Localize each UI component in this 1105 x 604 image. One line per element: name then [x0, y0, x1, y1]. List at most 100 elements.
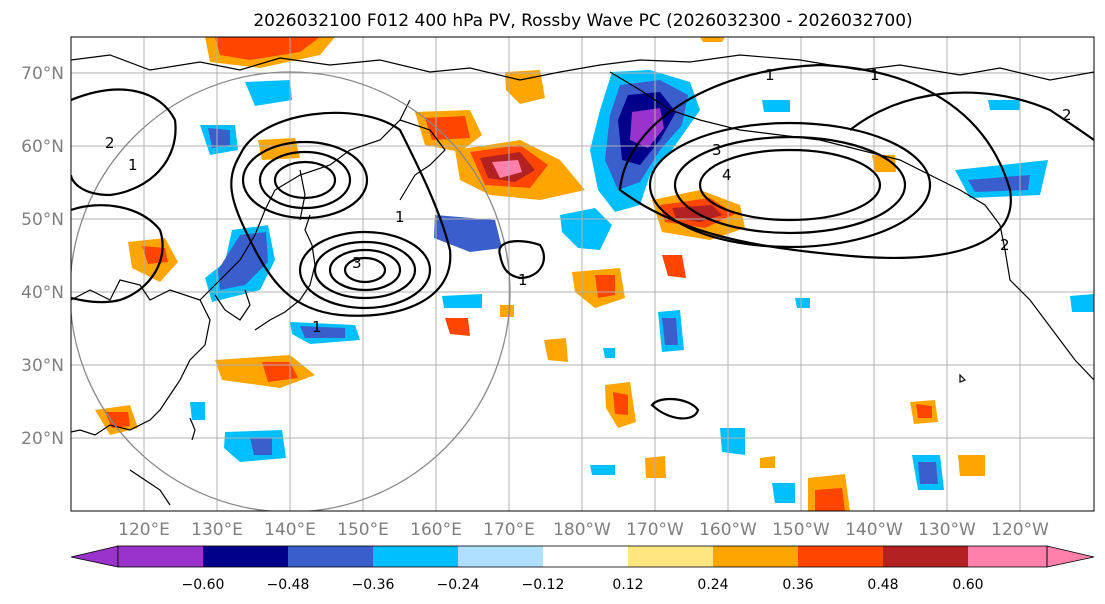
contour-pacific-small: [650, 397, 700, 420]
contour-label: 3: [712, 141, 722, 159]
negative-anomaly-east-h: [1070, 294, 1094, 312]
coastline-alaska: [609, 71, 1006, 251]
colorbar-tick-label: 0.24: [697, 577, 728, 593]
negative-anomaly-east-a-core: [662, 318, 678, 345]
coastline-korea-russia: [199, 99, 411, 301]
lon-label: 130°W: [918, 520, 976, 540]
negative-anomaly-east-c: [720, 428, 745, 455]
lon-label: 120°E: [118, 520, 170, 540]
colorbar-tick-label: −0.48: [267, 577, 310, 593]
contour-ring-6: [313, 240, 417, 300]
coastline-hawaii: [959, 373, 967, 383]
colorbar-tick-label: 0.60: [952, 577, 983, 593]
longitude-labels: 120°E 130°E 140°E 150°E 160°E 170°E 180°…: [118, 520, 1049, 540]
lon-label: 160°W: [699, 520, 757, 540]
colorbar-segment: [798, 546, 883, 567]
lon-label: 130°E: [191, 520, 243, 540]
lon-label: 160°E: [410, 520, 462, 540]
negative-anomaly-east-j: [988, 100, 1020, 110]
map-title: 2026032100 F012 400 hPa PV, Rossby Wave …: [253, 11, 912, 31]
negative-anomaly-taiwan-east-core: [250, 438, 272, 455]
lat-label: 70°N: [21, 64, 64, 84]
positive-anomaly-small-4: [662, 255, 686, 278]
positive-anomaly-north-core: [425, 116, 470, 140]
positive-anomaly-small-9: [500, 305, 514, 317]
positive-anomaly-japan-core: [262, 362, 298, 382]
lon-label: 170°E: [483, 520, 535, 540]
coastline-china: [71, 279, 211, 436]
positive-anomaly-scs-core: [105, 412, 130, 428]
lat-label: 20°N: [21, 429, 64, 449]
contour-ring-8: [698, 148, 882, 222]
positive-anomaly-arctic-core: [215, 37, 320, 60]
coastline-na-west: [1004, 249, 1094, 381]
colorbar-tick-label: −0.36: [352, 577, 395, 593]
lon-label: 120°W: [991, 520, 1049, 540]
colorbar-tick-label: −0.60: [182, 577, 225, 593]
contour-ring-4: [343, 256, 387, 284]
contour-northeast: [849, 91, 1094, 141]
negative-anomaly-east-g: [762, 100, 790, 112]
colorbar-segment: [203, 546, 288, 567]
coastline-korean-peninsula: [214, 289, 251, 321]
colorbar-segment: [968, 546, 1047, 567]
lat-label: 50°N: [21, 210, 64, 230]
region-circle: [71, 71, 511, 511]
coastline-japan: [254, 214, 316, 331]
contour-ring-2: [258, 150, 352, 210]
colorbar-segment: [628, 546, 713, 567]
negative-anomaly-east-k: [190, 402, 205, 420]
positive-anomaly-okhotsk-peak: [492, 160, 522, 178]
lon-label: 140°E: [264, 520, 316, 540]
colorbar-tick-label: 0.48: [867, 577, 898, 593]
colorbar-segment: [288, 546, 373, 567]
coastline-philippines: [129, 469, 171, 506]
coastline-taiwan: [189, 417, 196, 441]
lon-label: 140°W: [845, 520, 903, 540]
negative-anomaly-okhotsk-core: [208, 128, 230, 148]
colorbar-tick-label: 0.12: [612, 577, 643, 593]
map-area: 1 1 1 1 1 2 2 3 3 4 1 2: [71, 37, 1094, 511]
positive-anomaly-small-8: [760, 456, 775, 468]
colorbar-tick-label: −0.24: [437, 577, 480, 593]
contour-label: 1: [870, 66, 880, 84]
colorbar-frame: [117, 545, 1048, 568]
contour-dateline: [498, 240, 546, 280]
colorbar-extend-left: [70, 545, 119, 568]
colorbar-segment: [713, 546, 798, 567]
contour-label: 1: [312, 318, 322, 336]
colorbar-tick-label: 0.36: [782, 577, 813, 593]
positive-anomaly-hawaii-core: [815, 488, 845, 511]
negative-anomaly-east-i: [795, 298, 810, 308]
contour-ring-1: [273, 160, 337, 200]
contour-label: 2: [1062, 106, 1072, 124]
colorbar-tick-label: −0.12: [522, 577, 565, 593]
lon-label: 150°W: [772, 520, 830, 540]
map-frame: [70, 36, 1095, 512]
negative-anomaly-east-e: [442, 294, 482, 308]
contour-label: 1: [518, 271, 528, 289]
lat-label: 30°N: [21, 356, 64, 376]
negative-anomaly-aleutian-e-core: [968, 175, 1030, 192]
colorbar-segment: [373, 546, 458, 567]
contour-label: 2: [1000, 236, 1010, 254]
colorbar-segment: [543, 546, 628, 567]
contour-east-big: [618, 63, 1012, 259]
colorbar-segment: [458, 546, 543, 567]
contour-label: 4: [722, 166, 732, 184]
coastlines: [71, 54, 1094, 506]
positive-anomaly-small-2: [544, 338, 568, 362]
contour-ring-10: [648, 121, 932, 249]
contour-ring-5: [328, 248, 402, 292]
positive-anomaly-small-7: [872, 155, 896, 172]
colorbar: −0.60 −0.48 −0.36 −0.24 −0.12 0.12 0.24 …: [70, 545, 1095, 593]
lon-label: 150°E: [337, 520, 389, 540]
lon-label: 180°W: [553, 520, 611, 540]
negative-anomaly-ryukyu-core: [300, 326, 345, 338]
lat-label: 40°N: [21, 283, 64, 303]
positive-anomaly-small-6: [958, 455, 985, 476]
positive-anomaly-pacific-a-core: [595, 275, 615, 298]
positive-anomaly-small-3: [445, 318, 470, 336]
contour-ring-9: [673, 135, 907, 235]
